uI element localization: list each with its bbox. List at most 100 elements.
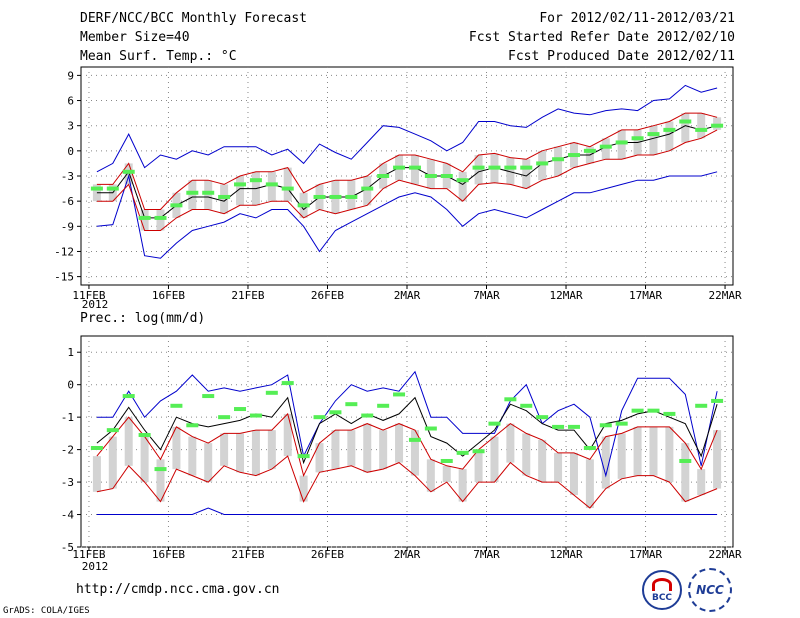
panel-1-marker [345, 194, 358, 199]
refer-date: Fcst Started Refer Date 2012/02/10 [468, 30, 735, 45]
bcc-logo-text: BCC [651, 593, 673, 603]
panel-2-line-min [96, 370, 718, 478]
panel-2-ytick-label: -2 [61, 444, 74, 457]
panel-2-box [410, 430, 419, 476]
panel-2-marker [297, 454, 310, 459]
panel-1-marker [122, 169, 135, 174]
panel-1-marker [377, 174, 390, 178]
panel-2-marker [408, 437, 421, 442]
panel-1-marker [456, 178, 469, 183]
panel-2-box [108, 436, 117, 489]
panel-1-ytick-label: -6 [61, 195, 74, 208]
panel-2-marker [695, 403, 708, 408]
panel-1-box [426, 159, 435, 189]
panel-2-box [220, 433, 229, 466]
panel-2-box [283, 413, 292, 457]
panel-2-box [538, 439, 547, 483]
panel-1-marker [202, 190, 215, 195]
panel-1-marker [552, 157, 565, 162]
panel-2-box [363, 423, 372, 473]
panel-2-ytick-label: -5 [61, 541, 74, 554]
panel-2-marker [138, 433, 151, 438]
panel-1-marker [297, 203, 310, 208]
panel-2-line-median [96, 396, 718, 465]
panel-2-box [92, 456, 101, 492]
source-url[interactable]: http://cmdp.ncc.cma.gov.cn [76, 582, 280, 597]
panel-1-marker [393, 165, 406, 170]
panel-2-marker [456, 450, 469, 455]
ncc-logo-text: NCC [696, 583, 724, 597]
panel-1-box [363, 176, 372, 206]
panel-2-ytick-label: 0 [67, 379, 74, 392]
panel-1-ytick-label: -3 [61, 170, 74, 183]
panel-2-box [649, 426, 658, 476]
panel-2-box [251, 430, 260, 476]
panel-1-marker [695, 127, 708, 132]
panel-1-box [124, 163, 133, 185]
panel-2-marker [106, 428, 119, 433]
panel-2-box [490, 436, 499, 483]
panel-1-box [649, 125, 658, 156]
panel-2-xtick-label: 7MAR [473, 548, 500, 561]
panel-2-marker [345, 402, 358, 407]
panel-1-box [665, 121, 674, 151]
panel-1-marker [154, 215, 167, 220]
panel-2-box [267, 430, 276, 470]
panel-2-ytick-label: -3 [61, 476, 74, 489]
panel-2-xtick-label: 22MAR [708, 548, 741, 561]
panel-1-box [410, 155, 419, 185]
panel-2-box [681, 443, 690, 502]
panel-2-box [236, 433, 245, 473]
panel-2-box [299, 475, 308, 502]
panel-2-box [124, 417, 133, 466]
panel-1-xtick-label: 17MAR [629, 289, 662, 302]
panel-1-marker [536, 161, 549, 166]
panel-1-xtick-label: 11FEB [72, 289, 105, 302]
panel-2-marker [424, 426, 437, 431]
panel-2-box [601, 436, 610, 489]
panel-2-box [617, 433, 626, 479]
panel-2-marker [663, 411, 676, 416]
panel-1-marker [106, 186, 119, 191]
panel-2-ytick-label: -4 [61, 509, 75, 522]
panel-1-marker [599, 144, 612, 149]
panel-2-box [633, 426, 642, 476]
panel-2-marker [218, 415, 231, 420]
panel-1-ytick-label: 6 [67, 95, 74, 108]
panel-1-xtick-label: 7MAR [473, 289, 500, 302]
panel-1-marker [440, 174, 453, 178]
panel-2-box [395, 423, 404, 463]
grads-credit: GrADS: COLA/IGES [3, 606, 90, 616]
panel-2-box [140, 436, 149, 483]
panel-1-marker [249, 178, 262, 183]
produced-date: Fcst Produced Date 2012/02/11 [508, 49, 735, 64]
panel-1-marker [647, 132, 660, 137]
panel-1-marker [472, 165, 485, 170]
panel-2-box [188, 436, 197, 476]
panel-2-box [665, 426, 674, 483]
panel-2-marker [186, 423, 199, 428]
panel-1-marker [583, 148, 596, 153]
panel-2-box [554, 452, 563, 483]
panel-2-marker [313, 415, 326, 420]
panel-2-marker [504, 397, 517, 402]
panel-2-marker [170, 403, 183, 408]
panel-1-marker [218, 194, 231, 199]
panel-1-box [713, 117, 722, 130]
panel-2-marker [631, 408, 644, 413]
panel-1-box [697, 113, 706, 139]
panel-2-marker [472, 449, 485, 454]
panel-2-box [697, 469, 706, 496]
chart-title: DERF/NCC/BCC Monthly Forecast [80, 11, 307, 26]
bcc-logo: BCC [642, 570, 682, 610]
panel-2-year-label: 2012 [82, 560, 109, 573]
panel-1-box [220, 184, 229, 214]
panel-1-box [204, 180, 213, 210]
panel-1-line-max [96, 171, 718, 259]
panel-1-marker [520, 165, 533, 170]
panel-1-marker [567, 153, 580, 158]
panel-1-box [236, 176, 245, 206]
panel-1-xtick-label: 22MAR [708, 289, 741, 302]
panel-1-marker [186, 190, 199, 195]
panel-1-marker [408, 165, 421, 170]
